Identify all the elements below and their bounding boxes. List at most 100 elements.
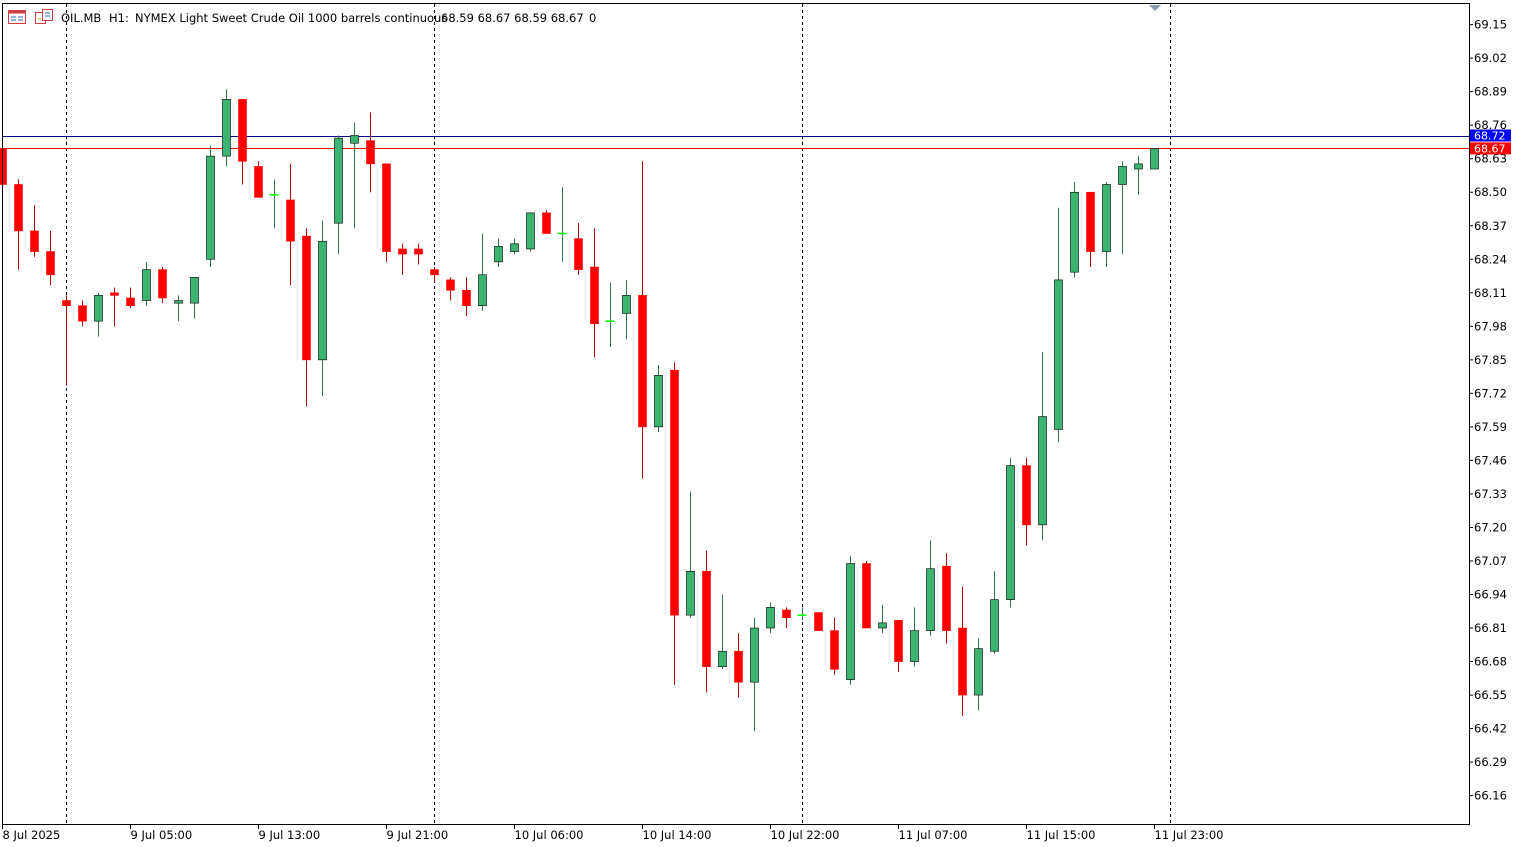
candle <box>398 243 407 275</box>
candle-body <box>1022 465 1031 526</box>
candle-body <box>670 369 679 616</box>
candle <box>1150 148 1159 170</box>
candle-body <box>190 277 199 304</box>
candle-body <box>1118 166 1127 185</box>
candle <box>1070 181 1079 278</box>
price-tick-label: 66.55 <box>1474 688 1507 702</box>
candle <box>478 233 487 311</box>
chart-symbol: OIL.MB <box>61 11 101 25</box>
candle-body <box>750 627 759 683</box>
candle-body <box>590 266 599 325</box>
candle <box>1086 191 1095 268</box>
candle-body <box>1054 279 1063 430</box>
candle-body <box>510 243 519 252</box>
candle-body <box>126 297 135 306</box>
candle-body <box>974 648 983 696</box>
price-tick-label: 68.89 <box>1474 85 1507 99</box>
price-tick-label: 68.11 <box>1474 286 1507 300</box>
price-tick-label: 67.07 <box>1474 554 1507 568</box>
price-axis[interactable]: 69.15 69.02 68.89 68.76 68.63 68.50 68.37 68.24… <box>1469 18 1507 803</box>
candle-body <box>1102 184 1111 252</box>
candle-body <box>1038 416 1047 526</box>
time-tick-label: 9 Jul 13:00 <box>259 828 321 842</box>
candle <box>718 594 727 670</box>
candle <box>510 238 519 255</box>
candle-body <box>1134 163 1143 170</box>
price-tick-label: 68.63 <box>1474 152 1507 166</box>
candle <box>190 277 199 319</box>
time-axis[interactable]: 8 Jul 2025 9 Jul 05:00 9 Jul 13:00 9 Jul 21… <box>2 824 1224 842</box>
candle <box>62 295 71 386</box>
candle <box>350 122 359 229</box>
candle-body <box>78 305 87 322</box>
time-tick-label: 8 Jul 2025 <box>3 828 61 842</box>
price-tick-label: 68.76 <box>1474 118 1507 132</box>
price-tick-label: 66.29 <box>1474 755 1507 769</box>
time-tick-label: 9 Jul 21:00 <box>387 828 449 842</box>
candle <box>526 212 535 252</box>
chart-window-icon[interactable] <box>8 10 26 24</box>
candle <box>686 491 695 618</box>
price-tick-label: 67.98 <box>1474 319 1507 333</box>
candle <box>974 638 983 711</box>
price-tick-label: 67.59 <box>1474 420 1507 434</box>
price-tick-label: 67.33 <box>1474 487 1507 501</box>
time-tick-label: 11 Jul 15:00 <box>1027 828 1096 842</box>
time-tick-label: 10 Jul 06:00 <box>515 828 584 842</box>
candle <box>1118 161 1127 255</box>
candle <box>670 362 679 685</box>
candle-body <box>398 248 407 255</box>
ask-price-badge: 68.72 <box>1470 129 1511 143</box>
price-tick-label: 66.81 <box>1474 621 1507 635</box>
candle-body <box>350 135 359 144</box>
candle <box>1134 156 1143 195</box>
time-tick-label: 11 Jul 07:00 <box>899 828 968 842</box>
candle-body <box>1006 465 1015 600</box>
svg-text:68.72: 68.72 <box>1474 130 1506 143</box>
price-tick-label: 68.24 <box>1474 252 1507 266</box>
candle-body <box>542 212 551 234</box>
candle-body <box>1070 191 1079 273</box>
candle-body <box>622 295 631 314</box>
candle-body <box>718 650 727 668</box>
candle-body <box>0 148 7 185</box>
candle <box>222 89 231 167</box>
time-tick-label: 11 Jul 23:00 <box>1155 828 1224 842</box>
candle-body <box>734 650 743 683</box>
candle <box>1022 457 1031 546</box>
candle <box>238 99 247 185</box>
candle <box>206 145 215 268</box>
grid-separators <box>66 4 1171 824</box>
chart-shift-marker-icon[interactable] <box>1149 5 1161 11</box>
candle-body <box>990 599 999 652</box>
chart-template-icon[interactable] <box>35 9 53 24</box>
candle-body <box>334 137 343 224</box>
candle <box>622 279 631 340</box>
candle-body <box>574 238 583 270</box>
candle <box>286 163 295 286</box>
candle <box>894 619 903 672</box>
chart-ohlc: 68.59 68.67 68.59 68.67 <box>441 11 584 25</box>
price-tick-label: 66.94 <box>1474 588 1507 602</box>
candle-body <box>206 155 215 260</box>
time-tick-label: 10 Jul 22:00 <box>771 828 840 842</box>
candle-body <box>30 230 39 252</box>
candle-body <box>430 269 439 276</box>
chart-description: NYMEX Light Sweet Crude Oil 1000 barrels… <box>135 11 447 25</box>
candle-body <box>142 269 151 301</box>
candle <box>158 267 167 304</box>
candle-body <box>958 627 967 696</box>
candle-body <box>174 300 183 304</box>
candle <box>1054 207 1063 443</box>
candle <box>605 282 615 347</box>
candle <box>638 161 647 479</box>
candle <box>1006 457 1015 608</box>
time-tick-label: 9 Jul 05:00 <box>131 828 193 842</box>
candle <box>846 555 855 685</box>
candle <box>110 287 119 327</box>
candle <box>990 571 999 654</box>
price-lines <box>3 136 1469 149</box>
candle <box>446 277 455 301</box>
